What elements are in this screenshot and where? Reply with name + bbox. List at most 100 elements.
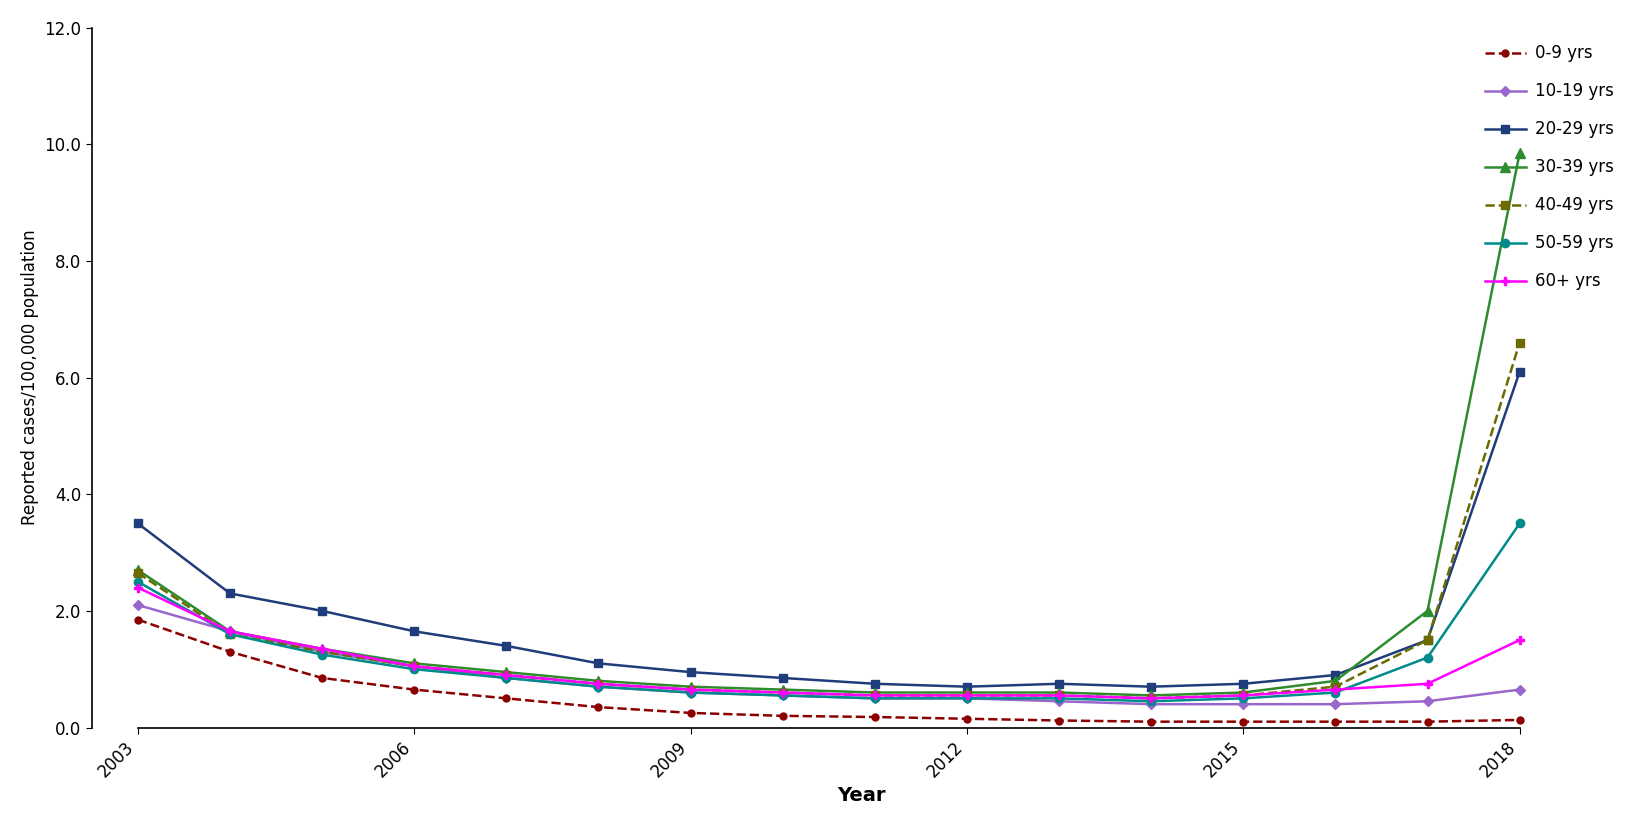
60+ yrs — [1233, 691, 1253, 700]
20-29 yrs — [1141, 681, 1161, 691]
30-39 yrs — [865, 687, 885, 697]
30-39 yrs — [1233, 687, 1253, 697]
30-39 yrs — [404, 658, 424, 668]
10-19 yrs — [1233, 700, 1253, 710]
10-19 yrs — [220, 626, 239, 636]
0-9 yrs — [404, 685, 424, 695]
50-59 yrs — [1048, 693, 1068, 703]
50-59 yrs — [1141, 696, 1161, 706]
30-39 yrs — [1048, 687, 1068, 697]
0-9 yrs — [312, 673, 332, 683]
40-49 yrs — [1233, 691, 1253, 700]
20-29 yrs — [404, 626, 424, 636]
50-59 yrs — [1326, 687, 1346, 697]
10-19 yrs — [865, 693, 885, 703]
20-29 yrs — [588, 658, 608, 668]
40-49 yrs — [588, 679, 608, 689]
30-39 yrs — [1509, 148, 1529, 158]
10-19 yrs — [1509, 685, 1529, 695]
30-39 yrs — [958, 687, 977, 697]
40-49 yrs — [1326, 681, 1346, 691]
20-29 yrs — [680, 667, 700, 677]
30-39 yrs — [497, 667, 517, 677]
Line: 30-39 yrs: 30-39 yrs — [134, 149, 1524, 700]
60+ yrs — [1326, 685, 1346, 695]
50-59 yrs — [773, 691, 792, 700]
0-9 yrs — [129, 615, 149, 624]
10-19 yrs — [588, 681, 608, 691]
20-29 yrs — [312, 606, 332, 616]
30-39 yrs — [680, 681, 700, 691]
10-19 yrs — [404, 662, 424, 672]
10-19 yrs — [1141, 700, 1161, 710]
50-59 yrs — [404, 664, 424, 674]
50-59 yrs — [588, 681, 608, 691]
0-9 yrs — [1048, 715, 1068, 725]
50-59 yrs — [958, 693, 977, 703]
10-19 yrs — [773, 691, 792, 700]
40-49 yrs — [865, 691, 885, 700]
60+ yrs — [958, 691, 977, 700]
50-59 yrs — [1509, 519, 1529, 529]
0-9 yrs — [773, 711, 792, 721]
40-49 yrs — [312, 647, 332, 657]
60+ yrs — [1048, 691, 1068, 700]
20-29 yrs — [1048, 679, 1068, 689]
40-49 yrs — [958, 691, 977, 700]
40-49 yrs — [404, 662, 424, 672]
60+ yrs — [773, 687, 792, 697]
60+ yrs — [1509, 635, 1529, 645]
Line: 20-29 yrs: 20-29 yrs — [134, 368, 1524, 691]
40-49 yrs — [220, 629, 239, 639]
50-59 yrs — [312, 650, 332, 660]
30-39 yrs — [773, 685, 792, 695]
60+ yrs — [1141, 693, 1161, 703]
40-49 yrs — [680, 685, 700, 695]
10-19 yrs — [958, 693, 977, 703]
20-29 yrs — [1233, 679, 1253, 689]
0-9 yrs — [865, 712, 885, 722]
60+ yrs — [497, 670, 517, 680]
40-49 yrs — [497, 670, 517, 680]
Y-axis label: Reported cases/100,000 population: Reported cases/100,000 population — [21, 230, 40, 525]
30-39 yrs — [588, 676, 608, 686]
30-39 yrs — [220, 626, 239, 636]
60+ yrs — [404, 662, 424, 672]
Line: 0-9 yrs: 0-9 yrs — [134, 616, 1524, 725]
40-49 yrs — [129, 568, 149, 578]
10-19 yrs — [497, 673, 517, 683]
10-19 yrs — [1326, 700, 1346, 710]
60+ yrs — [680, 685, 700, 695]
20-29 yrs — [958, 681, 977, 691]
0-9 yrs — [1326, 717, 1346, 727]
10-19 yrs — [1418, 696, 1438, 706]
60+ yrs — [1418, 679, 1438, 689]
50-59 yrs — [680, 687, 700, 697]
30-39 yrs — [312, 643, 332, 653]
50-59 yrs — [865, 693, 885, 703]
40-49 yrs — [773, 687, 792, 697]
10-19 yrs — [312, 647, 332, 657]
0-9 yrs — [1418, 717, 1438, 727]
40-49 yrs — [1141, 693, 1161, 703]
50-59 yrs — [1233, 693, 1253, 703]
0-9 yrs — [220, 647, 239, 657]
20-29 yrs — [129, 519, 149, 529]
Legend: 0-9 yrs, 10-19 yrs, 20-29 yrs, 30-39 yrs, 40-49 yrs, 50-59 yrs, 60+ yrs: 0-9 yrs, 10-19 yrs, 20-29 yrs, 30-39 yrs… — [1476, 36, 1621, 299]
10-19 yrs — [680, 687, 700, 697]
0-9 yrs — [958, 714, 977, 724]
30-39 yrs — [1141, 691, 1161, 700]
0-9 yrs — [1141, 717, 1161, 727]
X-axis label: Year: Year — [837, 786, 885, 805]
60+ yrs — [129, 582, 149, 592]
20-29 yrs — [1509, 367, 1529, 377]
50-59 yrs — [129, 577, 149, 586]
20-29 yrs — [773, 673, 792, 683]
50-59 yrs — [1418, 653, 1438, 662]
30-39 yrs — [129, 565, 149, 575]
0-9 yrs — [1233, 717, 1253, 727]
50-59 yrs — [220, 629, 239, 639]
0-9 yrs — [1509, 715, 1529, 725]
60+ yrs — [588, 679, 608, 689]
20-29 yrs — [1326, 670, 1346, 680]
